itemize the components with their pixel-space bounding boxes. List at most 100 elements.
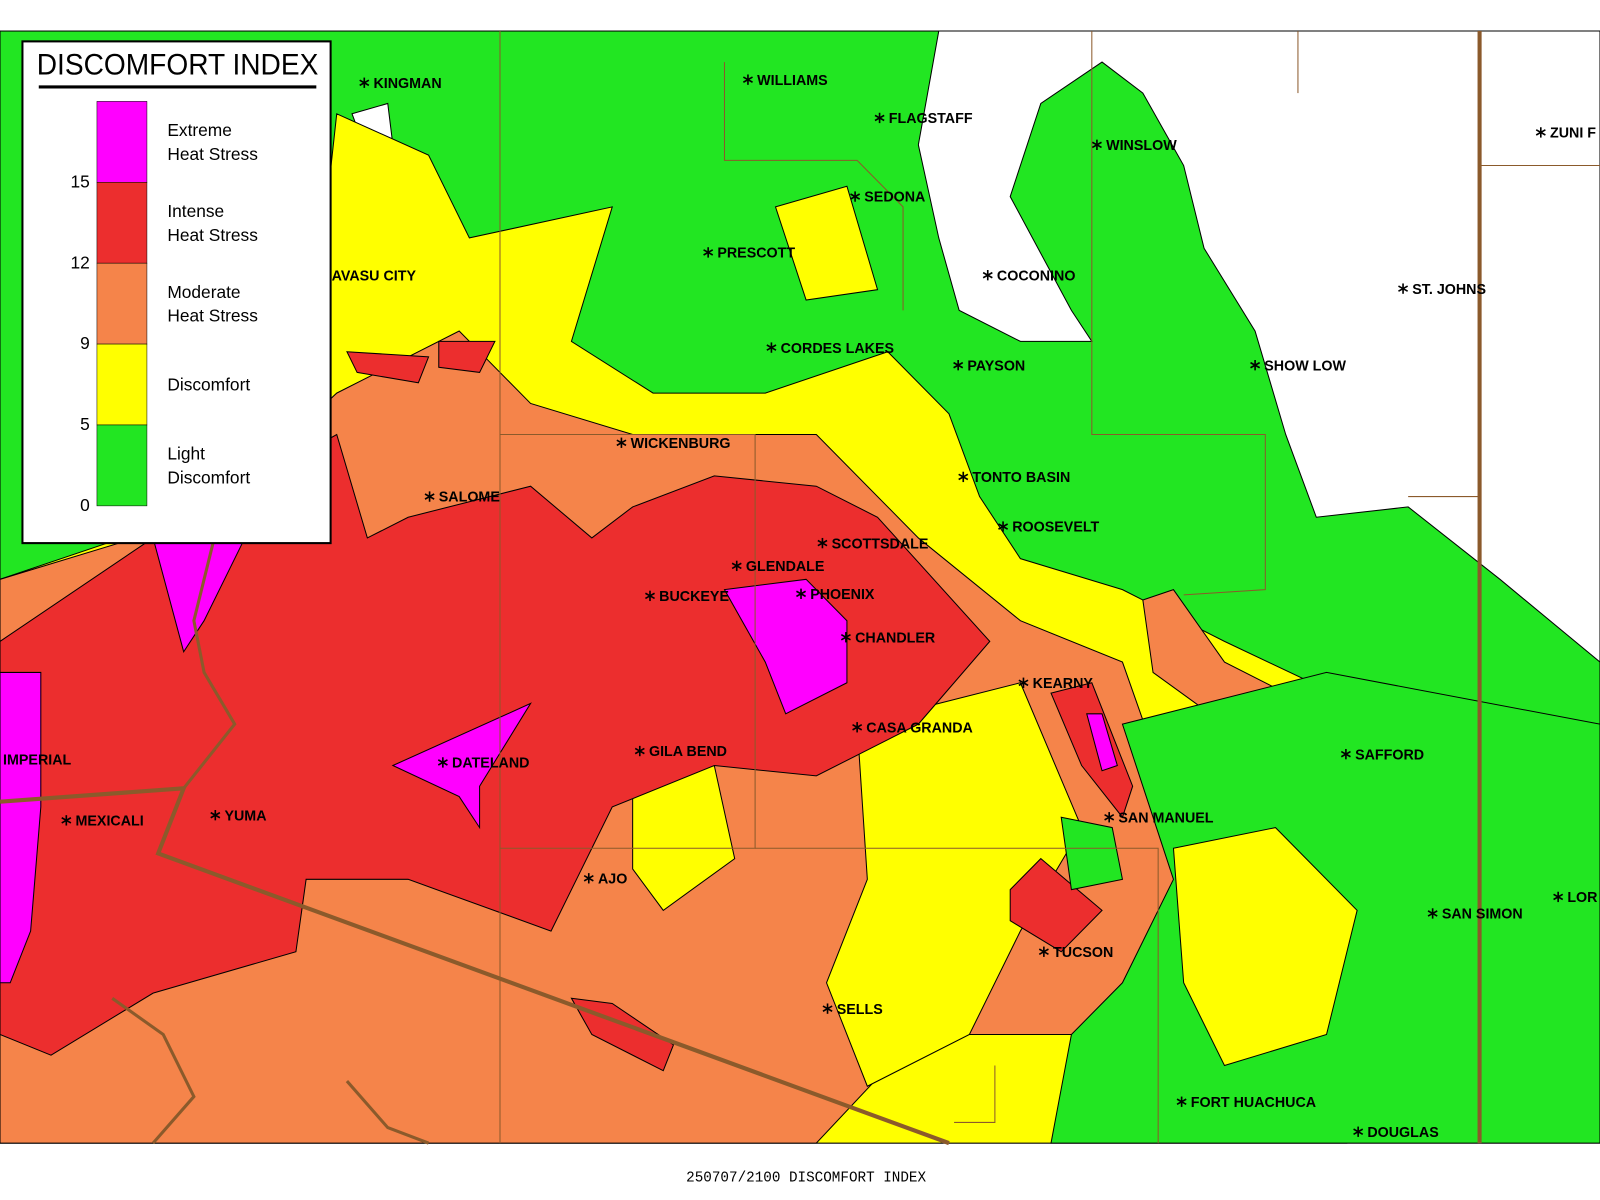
city-label: AVASU CITY [332,268,417,284]
city-label: CHANDLER [855,630,936,646]
city-marker [1091,139,1102,151]
legend-label: Extreme [167,120,232,140]
city-label: DATELAND [452,756,529,772]
legend-label: Heat Stress [167,225,258,245]
marker-stroke [1398,285,1409,292]
city-marker [703,247,714,258]
city-marker [437,757,448,768]
legend-label: Heat Stress [167,306,258,326]
marker-stroke [874,114,885,122]
city-label: LOR [1567,890,1598,906]
legend-label: Heat Stress [167,144,258,164]
city-label: FORT HUACHUCA [1191,1095,1316,1111]
city-marker [982,270,993,281]
marker-stroke [1018,679,1029,687]
city-label: ZUNI F [1550,126,1596,142]
marker-stroke [1091,141,1102,149]
city-label: SCOTTSDALE [832,536,929,552]
marker-stroke [634,747,645,755]
city-marker [1398,283,1409,294]
city-label: KEARNY [1033,676,1094,692]
marker-stroke [742,76,753,83]
city-label: PRESCOTT [717,246,795,262]
city-marker [359,77,370,88]
marker-stroke [210,811,221,819]
city-label: KINGMAN [373,76,441,92]
city-marker [822,1003,833,1014]
legend-label: Moderate [167,282,240,302]
marker-stroke [1353,1128,1364,1136]
city-label: ST. JOHNS [1412,282,1486,298]
legend-box [21,40,332,545]
city-label: SEDONA [864,190,925,206]
city-marker [1176,1096,1187,1107]
marker-stroke [840,633,851,641]
city-label: SALOME [439,490,500,506]
city-label: GILA BEND [649,744,727,760]
city-marker [1104,812,1115,823]
marker-stroke [766,344,777,351]
city-marker [1553,891,1564,903]
city-marker [874,112,885,124]
city-label: WINSLOW [1106,138,1177,154]
city-marker [817,537,828,549]
city-labels: KINGMAN WILLIAMS FLAGSTAFF WINSLOW ZUNI F SED… [3,73,1598,1141]
city-marker [998,521,1009,532]
boundaries [0,31,1600,1146]
marker-stroke [437,759,448,766]
legend-tick-label: 0 [80,495,90,515]
city-label: CORDES LAKES [781,341,895,357]
marker-stroke [1553,893,1564,901]
marker-stroke [1104,813,1115,821]
legend-label: Discomfort [167,375,250,395]
marker-stroke [1427,910,1438,917]
legend-swatch [96,424,148,507]
legend-tick-label: 9 [80,333,90,353]
city-marker [634,745,645,757]
marker-stroke [583,874,594,882]
city-label: TUCSON [1053,945,1113,961]
city-label: SAFFORD [1355,747,1424,763]
city-label: AJO [598,871,627,887]
city-marker [583,873,594,884]
city-label: IMPERIAL [3,752,71,768]
legend-title: DISCOMFORT INDEX [37,48,319,81]
legend-swatch [96,262,148,345]
city-marker [1353,1126,1364,1137]
city-label: COCONINO [997,268,1076,284]
city-label: PAYSON [967,358,1025,374]
city-marker [645,590,655,602]
legend: DISCOMFORT INDEX Extreme Heat Stress Inten… [21,40,332,545]
legend-label: Intense [167,201,224,221]
city-label: SAN SIMON [1442,907,1523,923]
city-marker [731,560,742,572]
marker-stroke [61,817,72,824]
legend-scale: Extreme Heat Stress Intense Heat Stress Mode… [71,101,258,515]
marker-stroke [1250,361,1261,369]
city-marker [953,360,964,371]
city-marker [1018,677,1029,688]
legend-swatch [96,343,148,426]
marker-stroke [616,439,627,447]
city-label: YUMA [224,808,266,824]
city-marker [1340,748,1351,760]
marker-stroke [998,523,1009,530]
marker-stroke [796,590,807,598]
city-label: MEXICALI [76,813,144,829]
city-label: CASA GRANDA [866,720,973,736]
city-marker [766,342,777,353]
legend-label: Light [167,444,205,464]
city-marker [61,815,72,826]
legend-label: Discomfort [167,467,250,487]
marker-stroke [424,493,435,500]
legend-tick-label: 12 [71,252,90,272]
city-label: ROOSEVELT [1012,520,1099,536]
city-marker [958,471,969,483]
legend-swatch [96,182,148,264]
marker-stroke [645,592,655,600]
city-label: SELLS [837,1002,883,1018]
city-label: FLAGSTAFF [889,111,973,127]
city-marker [850,191,861,202]
marker-stroke [850,193,861,200]
